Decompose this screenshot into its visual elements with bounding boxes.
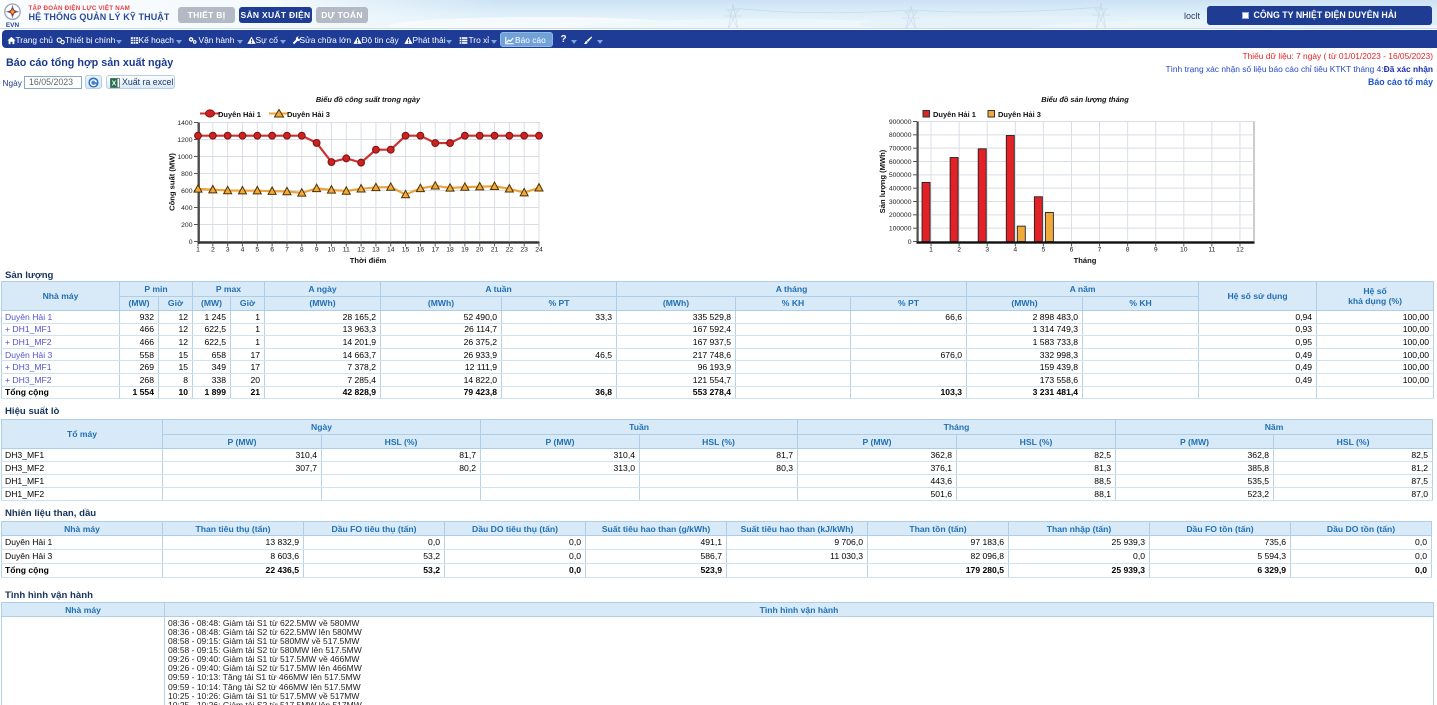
svg-text:300000: 300000 — [889, 199, 912, 206]
svg-text:2: 2 — [957, 246, 961, 253]
svg-text:10: 10 — [328, 246, 336, 253]
svg-text:4: 4 — [241, 246, 245, 253]
svg-text:Duyên Hải 1: Duyên Hải 1 — [933, 110, 976, 119]
svg-text:Duyên Hải 1: Duyên Hải 1 — [218, 110, 261, 119]
svg-text:9: 9 — [1154, 246, 1158, 253]
svg-text:200000: 200000 — [889, 212, 912, 219]
svg-text:100000: 100000 — [889, 225, 912, 232]
svg-text:Tháng: Tháng — [1074, 256, 1097, 265]
svg-text:Thời điểm: Thời điểm — [350, 256, 387, 265]
svg-text:4: 4 — [1013, 246, 1017, 253]
svg-text:20: 20 — [476, 246, 484, 253]
svg-text:Biểu đồ sản lượng tháng: Biểu đồ sản lượng tháng — [1041, 95, 1129, 104]
svg-text:17: 17 — [431, 246, 439, 253]
svg-text:18: 18 — [446, 246, 454, 253]
svg-text:500000: 500000 — [889, 172, 912, 179]
svg-text:3: 3 — [226, 246, 230, 253]
svg-text:EVN: EVN — [6, 22, 20, 28]
svg-text:21: 21 — [491, 246, 499, 253]
svg-text:Duyên Hải 3: Duyên Hải 3 — [998, 110, 1041, 119]
svg-text:0: 0 — [189, 239, 193, 246]
svg-text:11: 11 — [1208, 246, 1215, 253]
svg-text:11: 11 — [343, 246, 350, 253]
svg-text:2: 2 — [211, 246, 215, 253]
svg-text:800: 800 — [181, 171, 193, 178]
svg-text:9: 9 — [315, 246, 319, 253]
svg-text:7: 7 — [285, 246, 289, 253]
svg-text:900000: 900000 — [889, 119, 912, 126]
svg-text:Biểu đồ công suất trong ngày: Biểu đồ công suất trong ngày — [316, 95, 421, 104]
svg-text:13: 13 — [372, 246, 380, 253]
svg-text:3: 3 — [985, 246, 989, 253]
svg-text:1400: 1400 — [177, 120, 192, 127]
svg-text:1: 1 — [929, 246, 933, 253]
svg-text:Sản lượng (MWh): Sản lượng (MWh) — [878, 149, 887, 213]
svg-text:23: 23 — [520, 246, 528, 253]
svg-text:600000: 600000 — [889, 159, 912, 166]
svg-text:Duyên Hải 3: Duyên Hải 3 — [287, 110, 330, 119]
svg-text:1: 1 — [196, 246, 200, 253]
svg-text:8: 8 — [300, 246, 304, 253]
svg-text:19: 19 — [461, 246, 469, 253]
svg-text:16: 16 — [417, 246, 425, 253]
svg-text:5: 5 — [1041, 246, 1045, 253]
svg-text:X: X — [112, 81, 117, 88]
svg-text:Công suất (MW): Công suất (MW) — [168, 153, 177, 211]
svg-text:1000: 1000 — [177, 154, 192, 161]
svg-text:12: 12 — [1236, 246, 1244, 253]
svg-text:1200: 1200 — [177, 137, 192, 144]
svg-text:24: 24 — [535, 246, 543, 253]
svg-text:6: 6 — [1070, 246, 1074, 253]
svg-text:14: 14 — [387, 246, 395, 253]
svg-text:7: 7 — [1098, 246, 1102, 253]
svg-text:8: 8 — [1126, 246, 1130, 253]
svg-text:400: 400 — [181, 205, 193, 212]
svg-text:12: 12 — [357, 246, 365, 253]
svg-text:15: 15 — [402, 246, 410, 253]
svg-text:400000: 400000 — [889, 185, 912, 192]
svg-text:800000: 800000 — [889, 132, 912, 139]
svg-text:22: 22 — [506, 246, 514, 253]
svg-text:200: 200 — [181, 222, 193, 229]
svg-text:5: 5 — [255, 246, 259, 253]
svg-text:600: 600 — [181, 188, 193, 195]
svg-text:10: 10 — [1180, 246, 1188, 253]
svg-text:6: 6 — [270, 246, 274, 253]
svg-text:0: 0 — [908, 239, 912, 246]
svg-text:700000: 700000 — [889, 145, 912, 152]
